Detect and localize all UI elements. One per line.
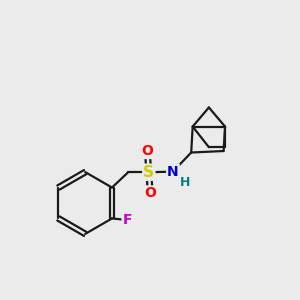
Text: S: S: [143, 165, 154, 180]
Text: O: O: [141, 144, 153, 158]
Text: O: O: [144, 186, 156, 200]
Text: F: F: [123, 213, 132, 227]
Text: H: H: [180, 176, 190, 189]
Text: N: N: [167, 165, 179, 178]
